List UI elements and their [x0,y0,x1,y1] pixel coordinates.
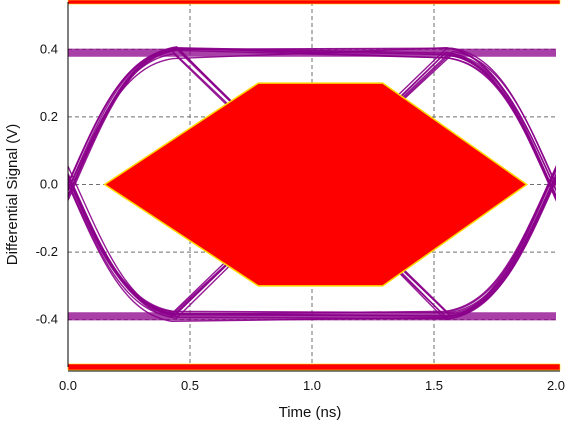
mask-polygon [103,82,529,287]
y-tick-label-3: -0.2 [36,244,58,259]
x-tick-label-1: 0.5 [181,378,199,393]
x-tick-label-0: 0.0 [59,378,77,393]
tick-labels: 0.0 0.5 1.0 1.5 2.0 0.4 0.2 0.0 -0.2 -0.4 [36,41,565,393]
y-tick-label-2: 0.0 [40,177,58,192]
x-tick-label-4: 2.0 [547,378,565,393]
eye-mask [103,82,529,287]
lower-limit-bar [67,363,561,371]
x-tick-label-2: 1.0 [303,378,321,393]
y-tick-label-1: 0.2 [40,109,58,124]
y-tick-label-4: -0.4 [36,312,58,327]
low-level-band [68,312,556,321]
upper-limit-bar [67,0,561,5]
x-axis-title: Time (ns) [279,404,342,421]
plot-frame [67,2,560,372]
y-axis-title: Differential Signal (V) [4,124,21,265]
high-level-band [68,48,556,57]
x-tick-label-3: 1.5 [425,378,443,393]
y-tick-label-0: 0.4 [40,41,58,56]
